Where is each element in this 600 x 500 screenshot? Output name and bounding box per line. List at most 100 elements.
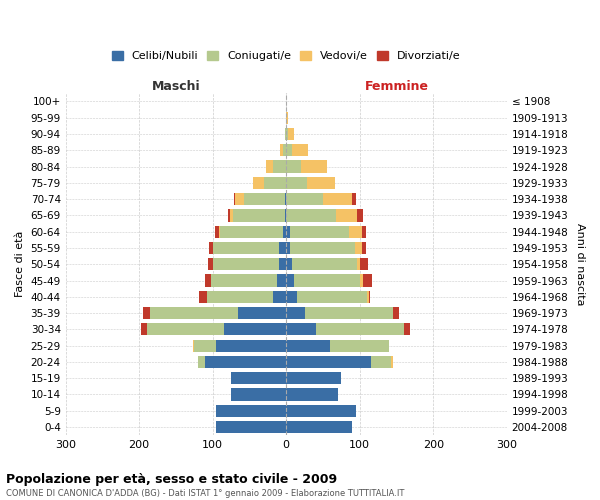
Bar bbox=[336, 210, 357, 222]
Bar bbox=[286, 340, 331, 351]
Bar bbox=[404, 323, 410, 336]
Bar bbox=[286, 323, 316, 336]
Bar bbox=[279, 242, 286, 254]
Bar bbox=[217, 421, 286, 433]
Bar bbox=[218, 226, 220, 238]
Bar bbox=[235, 193, 244, 205]
Bar bbox=[349, 226, 362, 238]
Bar bbox=[194, 340, 217, 351]
Bar bbox=[357, 210, 362, 222]
Bar bbox=[301, 160, 326, 172]
Bar bbox=[286, 421, 352, 433]
Bar bbox=[393, 307, 398, 319]
Bar bbox=[323, 193, 352, 205]
Bar bbox=[286, 258, 292, 270]
Bar bbox=[140, 323, 146, 336]
Bar bbox=[277, 274, 286, 286]
Bar bbox=[264, 177, 286, 189]
Bar bbox=[286, 193, 323, 205]
Bar bbox=[286, 210, 336, 222]
Bar bbox=[352, 193, 356, 205]
Bar bbox=[211, 274, 277, 286]
Bar bbox=[290, 242, 355, 254]
Bar bbox=[286, 128, 287, 140]
Bar bbox=[253, 177, 264, 189]
Bar bbox=[150, 307, 238, 319]
Bar bbox=[233, 210, 285, 222]
Bar bbox=[391, 356, 393, 368]
Bar bbox=[285, 128, 286, 140]
Bar bbox=[209, 242, 212, 254]
Bar bbox=[286, 372, 341, 384]
Bar bbox=[244, 193, 285, 205]
Bar bbox=[266, 160, 273, 172]
Bar bbox=[283, 226, 286, 238]
Bar bbox=[360, 274, 364, 286]
Bar bbox=[286, 388, 338, 400]
Bar bbox=[293, 274, 360, 286]
Bar bbox=[279, 258, 286, 270]
Bar bbox=[286, 274, 293, 286]
Text: Femmine: Femmine bbox=[364, 80, 428, 94]
Bar bbox=[217, 340, 286, 351]
Bar bbox=[371, 356, 391, 368]
Bar bbox=[286, 356, 371, 368]
Bar bbox=[285, 193, 286, 205]
Bar bbox=[231, 372, 286, 384]
Bar bbox=[286, 242, 290, 254]
Y-axis label: Anni di nascita: Anni di nascita bbox=[575, 223, 585, 306]
Bar bbox=[193, 340, 194, 351]
Bar bbox=[286, 160, 301, 172]
Bar bbox=[331, 340, 389, 351]
Bar bbox=[273, 160, 286, 172]
Bar bbox=[238, 307, 286, 319]
Text: Maschi: Maschi bbox=[152, 80, 200, 94]
Bar bbox=[355, 242, 362, 254]
Bar bbox=[286, 177, 307, 189]
Bar bbox=[234, 193, 235, 205]
Bar bbox=[220, 226, 283, 238]
Bar bbox=[368, 290, 370, 303]
Bar bbox=[207, 290, 273, 303]
Bar bbox=[273, 290, 286, 303]
Bar bbox=[286, 404, 356, 417]
Bar bbox=[286, 112, 287, 124]
Bar bbox=[297, 290, 367, 303]
Bar bbox=[285, 210, 286, 222]
Bar bbox=[362, 226, 365, 238]
Bar bbox=[292, 144, 308, 156]
Bar bbox=[316, 323, 404, 336]
Bar bbox=[212, 258, 279, 270]
Bar bbox=[217, 404, 286, 417]
Bar bbox=[287, 128, 293, 140]
Bar bbox=[290, 226, 349, 238]
Bar bbox=[283, 144, 286, 156]
Bar bbox=[208, 258, 212, 270]
Bar bbox=[367, 290, 368, 303]
Bar bbox=[286, 144, 292, 156]
Bar bbox=[231, 388, 286, 400]
Y-axis label: Fasce di età: Fasce di età bbox=[15, 231, 25, 298]
Bar bbox=[286, 307, 305, 319]
Legend: Celibi/Nubili, Coniugati/e, Vedovi/e, Divorziati/e: Celibi/Nubili, Coniugati/e, Vedovi/e, Di… bbox=[112, 51, 461, 62]
Bar bbox=[199, 290, 207, 303]
Bar bbox=[143, 307, 150, 319]
Bar bbox=[228, 210, 230, 222]
Bar bbox=[357, 258, 361, 270]
Bar bbox=[230, 210, 233, 222]
Bar bbox=[146, 323, 224, 336]
Bar bbox=[364, 274, 372, 286]
Text: COMUNE DI CANONICA D'ADDA (BG) - Dati ISTAT 1° gennaio 2009 - Elaborazione TUTTI: COMUNE DI CANONICA D'ADDA (BG) - Dati IS… bbox=[6, 489, 404, 498]
Bar bbox=[286, 226, 290, 238]
Bar bbox=[361, 258, 368, 270]
Bar bbox=[224, 323, 286, 336]
Bar bbox=[205, 274, 211, 286]
Bar bbox=[305, 307, 393, 319]
Bar bbox=[286, 290, 297, 303]
Bar bbox=[362, 242, 365, 254]
Bar bbox=[307, 177, 335, 189]
Bar bbox=[212, 242, 279, 254]
Text: Popolazione per età, sesso e stato civile - 2009: Popolazione per età, sesso e stato civil… bbox=[6, 472, 337, 486]
Bar bbox=[215, 226, 218, 238]
Bar bbox=[280, 144, 283, 156]
